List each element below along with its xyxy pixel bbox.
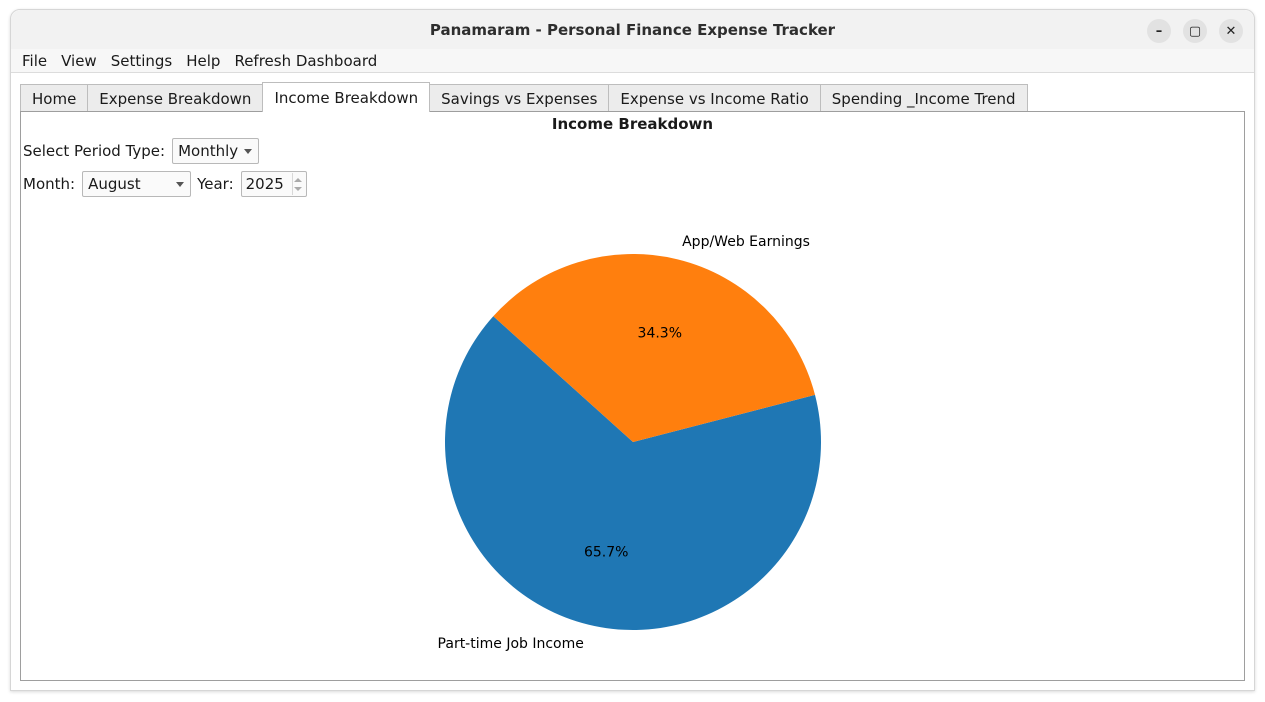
pie-pct-label-1: 34.3%: [638, 325, 682, 341]
period-row: Select Period Type: Monthly: [23, 138, 260, 164]
period-type-value: Monthly: [178, 142, 239, 160]
chevron-down-icon: [244, 149, 253, 154]
panel-title: Income Breakdown: [551, 115, 714, 133]
tab-savings-vs-expenses[interactable]: Savings vs Expenses: [429, 84, 610, 112]
maximize-icon: ▢: [1188, 23, 1202, 39]
pie-pct-label-0: 65.7%: [584, 545, 628, 561]
year-label: Year:: [197, 175, 234, 193]
month-value: August: [88, 175, 141, 193]
period-type-label: Select Period Type:: [23, 142, 166, 160]
tab-bar: Home Expense Breakdown Income Breakdown …: [20, 82, 1028, 112]
tab-spending-income-trend[interactable]: Spending _Income Trend: [819, 84, 1028, 112]
pie-slice-1: [493, 254, 815, 442]
menu-settings[interactable]: Settings: [110, 51, 173, 70]
chevron-down-icon: [176, 182, 185, 187]
tab-income-breakdown[interactable]: Income Breakdown: [262, 82, 431, 112]
spin-up-icon[interactable]: [293, 178, 302, 182]
income-pie-chart: 65.7% Part-time Job Income 34.3% App/Web Ea…: [438, 234, 821, 652]
month-select[interactable]: August: [82, 171, 192, 197]
menu-bar: File View Settings Help Refresh Dashboar…: [11, 49, 1254, 73]
pie-category-label-0: Part-time Job Income: [438, 636, 584, 652]
minimize-icon: –: [1155, 23, 1163, 39]
tab-expense-breakdown[interactable]: Expense Breakdown: [87, 84, 264, 112]
menu-refresh-dashboard[interactable]: Refresh Dashboard: [234, 51, 378, 70]
date-row: Month: August Year: 2025: [23, 171, 307, 197]
close-icon: ✕: [1225, 23, 1237, 39]
pie-category-label-1: App/Web Earnings: [682, 234, 810, 250]
app-window: Panamaram - Personal Finance Expense Tra…: [10, 9, 1255, 691]
month-label: Month:: [23, 175, 76, 193]
period-type-select[interactable]: Monthly: [172, 138, 260, 164]
close-button[interactable]: ✕: [1219, 19, 1243, 43]
menu-file[interactable]: File: [22, 51, 48, 70]
tab-expense-vs-income-ratio[interactable]: Expense vs Income Ratio: [608, 84, 821, 112]
minimize-button[interactable]: –: [1147, 19, 1171, 43]
title-bar[interactable]: Panamaram - Personal Finance Expense Tra…: [11, 10, 1254, 49]
maximize-button[interactable]: ▢: [1183, 19, 1207, 43]
tab-home[interactable]: Home: [20, 84, 89, 112]
year-spinbox[interactable]: 2025: [240, 171, 307, 197]
menu-help[interactable]: Help: [186, 51, 221, 70]
window-title: Panamaram - Personal Finance Expense Tra…: [429, 20, 836, 39]
menu-view[interactable]: View: [61, 51, 97, 70]
pie-slice-0: [445, 316, 821, 631]
income-breakdown-panel: Income Breakdown Select Period Type: Mon…: [20, 111, 1245, 681]
year-value: 2025: [245, 175, 284, 193]
spin-down-icon[interactable]: [293, 187, 302, 191]
